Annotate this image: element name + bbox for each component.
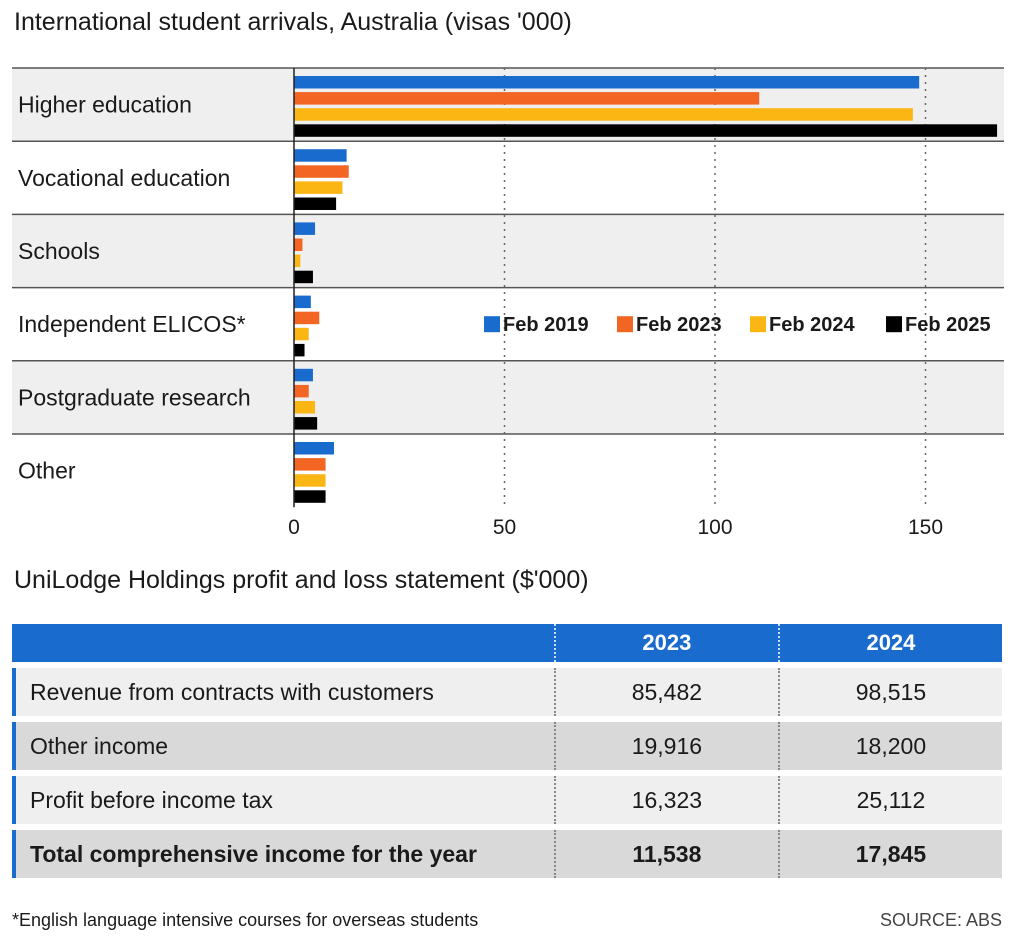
category-band [12,214,1004,288]
bar-feb-2019 [294,76,920,89]
x-tick-label: 0 [288,516,300,539]
bar-feb-2023 [294,311,320,325]
bar-feb-2025 [294,270,313,284]
table-header: 2023 2024 [12,624,1002,662]
legend-label: Feb 2025 [905,314,991,336]
bar-feb-2019 [294,442,334,455]
bar-feb-2023 [294,92,760,105]
row-value-2023: 16,323 [631,786,703,813]
legend-label: Feb 2019 [503,314,589,336]
column-header-2023: 2023 [642,630,692,655]
bar-feb-2025 [294,197,337,210]
bar-feb-2025 [294,490,326,503]
bar-feb-2019 [294,149,347,162]
legend-label: Feb 2023 [636,314,722,336]
bar-feb-2025 [294,343,305,357]
bar-feb-2025 [294,417,318,430]
footnote: *English language intensive courses for … [12,910,479,930]
legend-swatch [617,316,633,333]
bar-feb-2019 [294,222,316,235]
bar-feb-2025 [294,124,998,137]
category-label: Other [18,458,76,484]
category-label: Higher education [18,92,192,118]
category-band [12,360,1004,434]
legend-swatch [484,316,500,333]
profit-loss-table: 2023 2024 Revenue from contracts with cu… [12,624,1002,878]
row-value-2023: 85,482 [631,678,703,705]
row-value-2023: 19,916 [631,732,703,759]
category-label: Schools [18,238,100,264]
bar-feb-2023 [294,384,309,398]
bar-feb-2024 [294,327,309,341]
table-row: Revenue from contracts with customers 85… [12,668,1002,716]
row-value-2024: 25,112 [856,786,926,813]
category-band [12,434,1004,508]
table-row-total: Total comprehensive income for the year … [12,830,1002,878]
row-value-2024: 18,200 [855,732,927,759]
x-tick-label: 150 [908,516,943,539]
column-header-2024: 2024 [866,630,916,655]
bar-feb-2023 [294,458,326,471]
row-label: Revenue from contracts with customers [30,678,434,705]
bar-feb-2024 [294,474,326,487]
bar-feb-2023 [294,165,349,178]
category-label: Postgraduate research [18,384,251,410]
table-title: UniLodge Holdings profit and loss statem… [14,566,589,594]
x-tick-label: 100 [697,516,732,539]
table-row: Other income 19,916 18,200 [12,722,1002,770]
row-label: Other income [30,732,169,759]
category-band [12,141,1004,215]
legend-swatch [886,316,902,333]
category-label: Independent ELICOS* [18,311,246,337]
x-tick-label: 50 [493,516,516,539]
chart-title: International student arrivals, Australi… [14,8,572,36]
bar-feb-2019 [294,368,313,382]
bar-feb-2019 [294,295,311,309]
legend-swatch [750,316,766,333]
bar-feb-2024 [294,254,301,268]
legend-label: Feb 2024 [769,314,855,336]
category-band [12,287,1004,361]
row-value-2024: 17,845 [855,840,927,867]
bar-feb-2024 [294,181,343,194]
category-label: Vocational education [18,165,230,191]
row-value-2023: 11,538 [632,840,702,867]
source-credit: SOURCE: ABS [879,910,1002,930]
row-value-2024: 98,515 [855,678,927,705]
bar-feb-2023 [294,238,303,251]
row-label: Total comprehensive income for the year [30,840,477,867]
bar-feb-2024 [294,401,316,414]
bar-chart: Higher education Vocational education Scho… [12,67,1004,539]
table-row: Profit before income tax 16,323 25,112 [12,776,1002,824]
bar-feb-2024 [294,108,913,121]
row-label: Profit before income tax [30,786,273,813]
